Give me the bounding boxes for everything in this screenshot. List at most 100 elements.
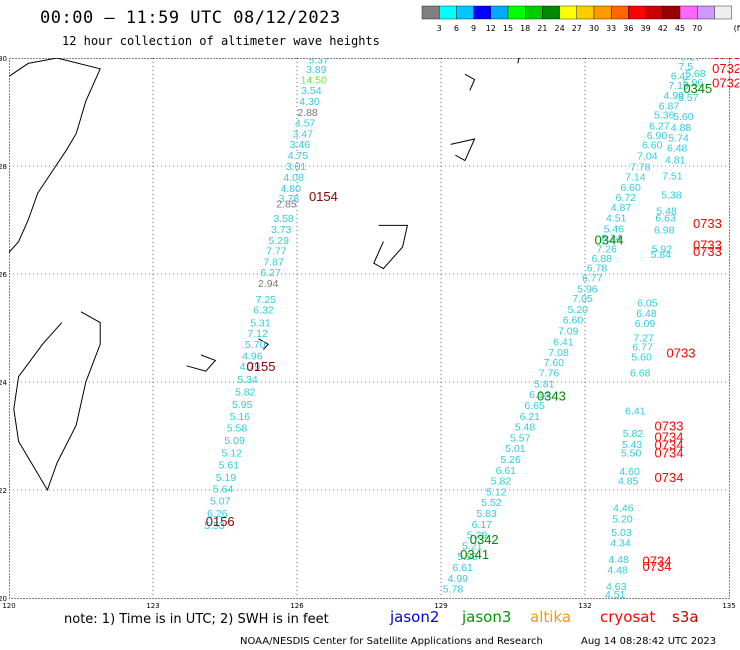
- latitude-label: 28: [0, 163, 7, 171]
- taiwan-coast: [13, 311, 101, 492]
- legend-swatch: [542, 5, 560, 20]
- wave-height-value: 6.78: [587, 262, 608, 274]
- legend-swatch: [662, 5, 681, 20]
- wave-height-value: 5.29: [467, 530, 488, 542]
- wave-height-value: 4.99: [664, 90, 685, 102]
- legend-tick-label: 30: [589, 24, 599, 33]
- wave-height-value: 5.38: [661, 189, 682, 201]
- pass-time-label: 0341: [460, 547, 489, 562]
- wave-height-value: 5.48: [656, 206, 677, 218]
- wave-height-value: 5.68: [685, 68, 706, 80]
- wave-height-value: 4.96: [242, 350, 263, 362]
- pass-time-label: 0734: [655, 470, 684, 485]
- wave-height-value: 5.48: [515, 422, 536, 434]
- wave-height-value: 14.50: [301, 74, 327, 86]
- wave-height-value: 6.05: [637, 297, 658, 309]
- china-coast: [9, 58, 101, 255]
- wave-height-value: 5.50: [621, 448, 642, 460]
- footer-generated-time: Aug 14 08:28:42 UTC 2023: [581, 636, 717, 647]
- legend-swatch: [645, 5, 663, 20]
- wave-height-value: 6.60: [563, 315, 584, 327]
- wave-height-value: 5.21: [462, 540, 483, 552]
- amami-coast: [450, 138, 476, 162]
- wave-height-value: 5.20: [568, 304, 589, 316]
- altimeter-tracks-layer: 5.373.8914.503.544.302.884.573.473.464.7…: [204, 58, 706, 601]
- longitude-label: 135: [722, 602, 735, 610]
- wave-height-value: 7.51: [662, 171, 683, 183]
- legend-tick-label: 27: [572, 24, 582, 33]
- wave-height-value: 3.46: [290, 139, 311, 151]
- wave-height-value: 5.56: [457, 551, 478, 563]
- wave-height-value: 6.14: [529, 389, 550, 401]
- wave-height-value: 7.09: [558, 325, 579, 337]
- wave-height-value: 4.48: [607, 565, 628, 577]
- lat-lon-grid: [9, 58, 730, 599]
- wave-height-value: 4.85: [618, 476, 639, 488]
- pass-time-label: 0732: [712, 58, 739, 62]
- wave-height-value: 7.05: [572, 293, 593, 305]
- wave-height-value: 5.60: [631, 351, 652, 363]
- footer-note: note: 1) Time is in UTC; 2) SWH is in fe…: [64, 612, 329, 627]
- wave-height-value: 5.82: [235, 387, 256, 399]
- wave-height-value: 3.01: [286, 161, 307, 173]
- legend-swatch: [559, 5, 577, 20]
- wave-height-value: 6.88: [592, 253, 613, 265]
- wave-height-value: 6.17: [472, 519, 493, 531]
- wave-height-value: 4.99: [448, 573, 469, 585]
- wave-height-value: 5.81: [534, 378, 555, 390]
- wave-height-value: 6.87: [659, 100, 680, 112]
- wave-height-value: 5.57: [678, 92, 699, 104]
- pass-time-label: 0344: [595, 232, 624, 247]
- wave-height-value: 5.61: [219, 459, 240, 471]
- latitude-label: 30: [0, 55, 7, 63]
- wave-height-value: 5.83: [476, 508, 497, 520]
- wave-height-value: 6.41: [625, 405, 646, 417]
- page-title: 00:00 – 11:59 UTC 08/12/2023: [40, 8, 341, 28]
- wave-height-value: 6.37: [680, 58, 701, 64]
- wave-height-value: 5.74: [668, 133, 689, 145]
- legend-swatch: [421, 5, 440, 20]
- pass-time-label: 0734: [655, 429, 684, 444]
- legend-swatch: [628, 5, 646, 20]
- pass-time-label: 0734: [643, 554, 672, 569]
- wave-height-value: 5.78: [443, 584, 464, 596]
- wave-height-value: 5.84: [651, 249, 672, 261]
- wave-height-value: 2.88: [297, 107, 318, 119]
- wave-height-value: 6.61: [452, 562, 473, 574]
- wave-height-value: 4.30: [299, 96, 320, 108]
- wave-height-value: 7.08: [548, 347, 569, 359]
- wave-height-value: 5.52: [481, 497, 502, 509]
- pass-time-label: 0733: [693, 238, 722, 253]
- legend-tick-label: 15: [503, 24, 513, 33]
- wave-height-value: 6.09: [635, 318, 656, 330]
- map-border: [9, 58, 730, 599]
- wave-height-value: 6.26: [207, 508, 228, 520]
- okinawa-coast: [373, 224, 409, 270]
- wave-height-value: 5.01: [505, 443, 526, 455]
- wave-height-value: 3.73: [271, 224, 292, 236]
- longitude-label: 120: [2, 602, 15, 610]
- wave-height-value: 7.78: [630, 161, 651, 173]
- satellite-label-jason3: jason3: [462, 608, 512, 626]
- wave-height-value: 4.51: [606, 213, 627, 225]
- legend-swatch: [507, 5, 526, 20]
- wave-height-value: 4.51: [605, 589, 626, 601]
- wave-height-value: 5.16: [230, 411, 251, 423]
- wave-height-value: 6.60: [642, 140, 663, 152]
- wave-height-value: 5.26: [500, 454, 521, 466]
- latitude-label: 20: [0, 595, 7, 603]
- legend-swatch: [697, 5, 715, 20]
- wave-height-value: 5.64: [213, 484, 234, 496]
- wave-height-value: 3.78: [279, 193, 300, 205]
- wave-height-value: 5.37: [308, 58, 329, 66]
- wave-height-value: 4.75: [288, 150, 309, 162]
- pass-time-label: 0733: [693, 216, 722, 231]
- legend-swatch: [679, 5, 698, 20]
- wave-height-value: 5.58: [227, 423, 248, 435]
- wave-height-value: 4.48: [608, 554, 629, 566]
- wave-height-value: 6.90: [647, 130, 668, 142]
- wave-height-value: 7.19: [668, 80, 689, 92]
- wave-height-value: 7.60: [544, 357, 565, 369]
